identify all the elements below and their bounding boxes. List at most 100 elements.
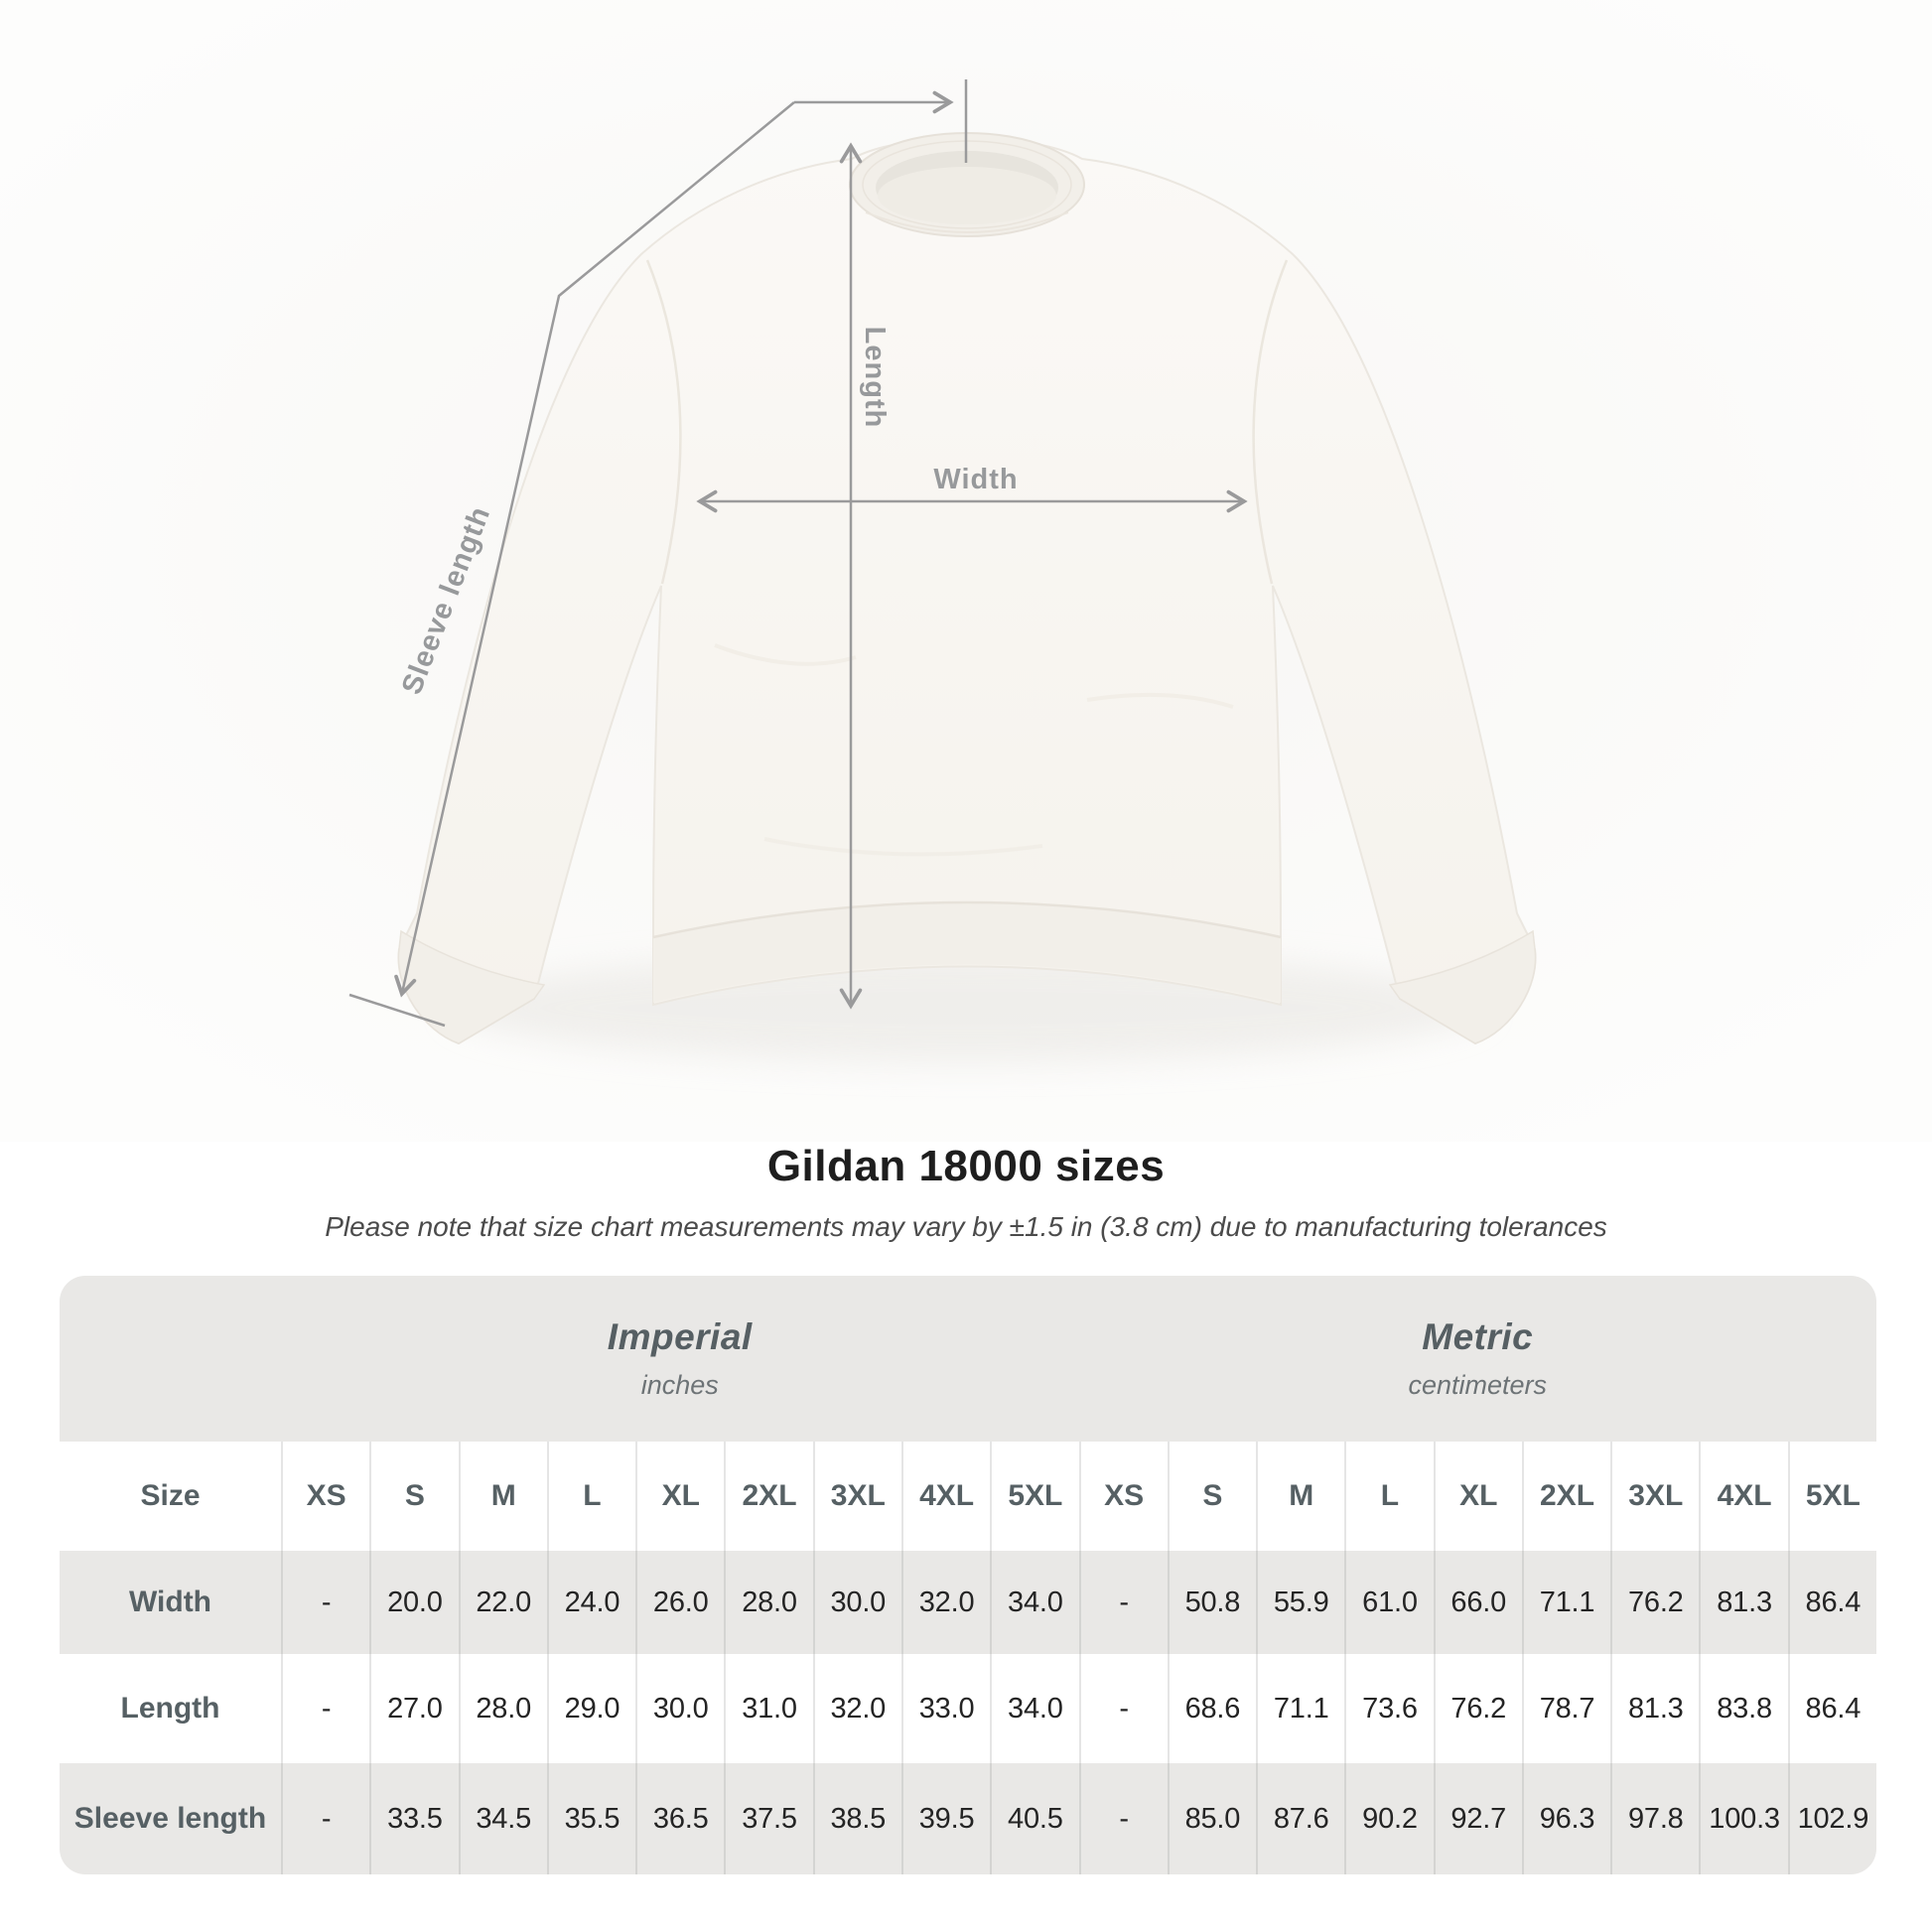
value-cell: 71.1 bbox=[1521, 1551, 1610, 1654]
row-label: Length bbox=[120, 1692, 220, 1725]
value-cell: 34.0 bbox=[990, 1654, 1078, 1763]
value-cell: 40.5 bbox=[990, 1763, 1078, 1874]
wrinkle bbox=[1086, 692, 1234, 709]
value-cell: 36.5 bbox=[635, 1763, 724, 1874]
size-header-cell: XL bbox=[635, 1442, 724, 1551]
value-cell: 27.0 bbox=[369, 1654, 458, 1763]
value-cell: 86.4 bbox=[1787, 1551, 1876, 1654]
size-header-cell: S bbox=[1167, 1442, 1256, 1551]
width-label: Width bbox=[933, 464, 1018, 495]
size-header-cell: L bbox=[546, 1442, 635, 1551]
value-cell: 76.2 bbox=[1610, 1551, 1699, 1654]
length-label: Length bbox=[859, 327, 891, 429]
length-row: Length - 27.0 28.0 29.0 30.0 31.0 32.0 3… bbox=[60, 1654, 1876, 1763]
value-cell: 71.1 bbox=[1256, 1654, 1344, 1763]
value-cell: - bbox=[1078, 1654, 1168, 1763]
value-cell: 78.7 bbox=[1521, 1654, 1610, 1763]
value-cell: 50.8 bbox=[1167, 1551, 1256, 1654]
value-cell: 30.0 bbox=[635, 1654, 724, 1763]
value-cell: 34.0 bbox=[990, 1551, 1078, 1654]
row-label: Width bbox=[128, 1586, 212, 1618]
size-header-cell: 5XL bbox=[1787, 1442, 1876, 1551]
cuff-tick bbox=[348, 993, 446, 1028]
value-cell: 29.0 bbox=[546, 1654, 635, 1763]
sleeve-length-arrow bbox=[394, 101, 795, 998]
size-header-cell: 5XL bbox=[990, 1442, 1078, 1551]
right-cuff bbox=[1388, 929, 1537, 1044]
size-table: Imperial inches Metric centimeters Size … bbox=[60, 1276, 1876, 1874]
value-cell: 73.6 bbox=[1344, 1654, 1433, 1763]
left-armhole-seam bbox=[645, 259, 682, 585]
value-cell: 66.0 bbox=[1433, 1551, 1522, 1654]
value-cell: - bbox=[281, 1654, 369, 1763]
imperial-section-title: Imperial bbox=[607, 1316, 753, 1357]
value-cell: 81.3 bbox=[1610, 1654, 1699, 1763]
value-cell: 90.2 bbox=[1344, 1763, 1433, 1874]
value-cell: 55.9 bbox=[1256, 1551, 1344, 1654]
value-cell: - bbox=[1078, 1551, 1168, 1654]
value-cell: 28.0 bbox=[458, 1654, 547, 1763]
size-header-cell: S bbox=[369, 1442, 458, 1551]
row-label: Sleeve length bbox=[73, 1802, 267, 1835]
value-cell: 20.0 bbox=[369, 1551, 458, 1654]
value-cell: - bbox=[281, 1551, 369, 1654]
size-header-cell: M bbox=[458, 1442, 547, 1551]
size-header-cell: 3XL bbox=[1610, 1442, 1699, 1551]
size-header-cell: 2XL bbox=[1521, 1442, 1610, 1551]
metric-section-unit: centimeters bbox=[1408, 1370, 1548, 1400]
value-cell: 97.8 bbox=[1610, 1763, 1699, 1874]
value-cell: 96.3 bbox=[1521, 1763, 1610, 1874]
value-cell: 83.8 bbox=[1699, 1654, 1787, 1763]
sweatshirt-illustration: Length Width Sleeve length bbox=[0, 0, 1932, 1142]
value-cell: 102.9 bbox=[1787, 1763, 1876, 1874]
value-cell: 81.3 bbox=[1699, 1551, 1787, 1654]
metric-section-header: Metric centimeters bbox=[1079, 1276, 1877, 1442]
value-cell: 68.6 bbox=[1167, 1654, 1256, 1763]
page-title: Gildan 18000 sizes bbox=[766, 1142, 1166, 1190]
metric-section-title: Metric bbox=[1422, 1316, 1534, 1357]
size-header-cell: XS bbox=[281, 1442, 369, 1551]
value-cell: 32.0 bbox=[812, 1654, 901, 1763]
value-cell: 24.0 bbox=[546, 1551, 635, 1654]
imperial-section-header: Imperial inches bbox=[281, 1276, 1079, 1442]
page-subtitle: Please note that size chart measurements… bbox=[325, 1211, 1607, 1242]
hem-seam bbox=[652, 900, 1282, 939]
size-header-row: Size XS S M L XL 2XL 3XL 4XL 5XL XS S M … bbox=[60, 1442, 1876, 1551]
value-cell: 35.5 bbox=[546, 1763, 635, 1874]
size-header-cell: XL bbox=[1433, 1442, 1522, 1551]
sweatshirt-body bbox=[397, 137, 1537, 1045]
right-armhole-seam bbox=[1252, 259, 1289, 585]
sleeve-length-row: Sleeve length - 33.5 34.5 35.5 36.5 37.5… bbox=[60, 1763, 1876, 1874]
value-cell: 26.0 bbox=[635, 1551, 724, 1654]
size-column-header: Size bbox=[140, 1479, 201, 1512]
value-cell: 34.5 bbox=[458, 1763, 547, 1874]
units-header-band: Imperial inches Metric centimeters bbox=[60, 1276, 1876, 1442]
value-cell: 92.7 bbox=[1433, 1763, 1522, 1874]
value-cell: 32.0 bbox=[900, 1551, 990, 1654]
value-cell: - bbox=[1078, 1763, 1168, 1874]
value-cell: 28.0 bbox=[724, 1551, 812, 1654]
value-cell: 37.5 bbox=[724, 1763, 812, 1874]
hem-band bbox=[653, 902, 1281, 1003]
value-cell: 100.3 bbox=[1699, 1763, 1787, 1874]
size-header-cell: 3XL bbox=[812, 1442, 901, 1551]
value-cell: 33.0 bbox=[900, 1654, 990, 1763]
wrinkle bbox=[763, 837, 1043, 857]
size-header-cell: 4XL bbox=[1699, 1442, 1787, 1551]
value-cell: 33.5 bbox=[369, 1763, 458, 1874]
value-cell: 85.0 bbox=[1167, 1763, 1256, 1874]
value-cell: 22.0 bbox=[458, 1551, 547, 1654]
value-cell: 76.2 bbox=[1433, 1654, 1522, 1763]
size-header-cell: 4XL bbox=[900, 1442, 990, 1551]
value-cell: 61.0 bbox=[1344, 1551, 1433, 1654]
value-cell: 86.4 bbox=[1787, 1654, 1876, 1763]
size-header-cell: XS bbox=[1078, 1442, 1168, 1551]
size-header-cell: 2XL bbox=[724, 1442, 812, 1551]
value-cell: 39.5 bbox=[900, 1763, 990, 1874]
collar-front-seam bbox=[865, 211, 1069, 233]
value-cell: - bbox=[281, 1763, 369, 1874]
value-cell: 38.5 bbox=[812, 1763, 901, 1874]
value-cell: 31.0 bbox=[724, 1654, 812, 1763]
size-header-cell: L bbox=[1344, 1442, 1433, 1551]
imperial-section-unit: inches bbox=[640, 1370, 719, 1400]
